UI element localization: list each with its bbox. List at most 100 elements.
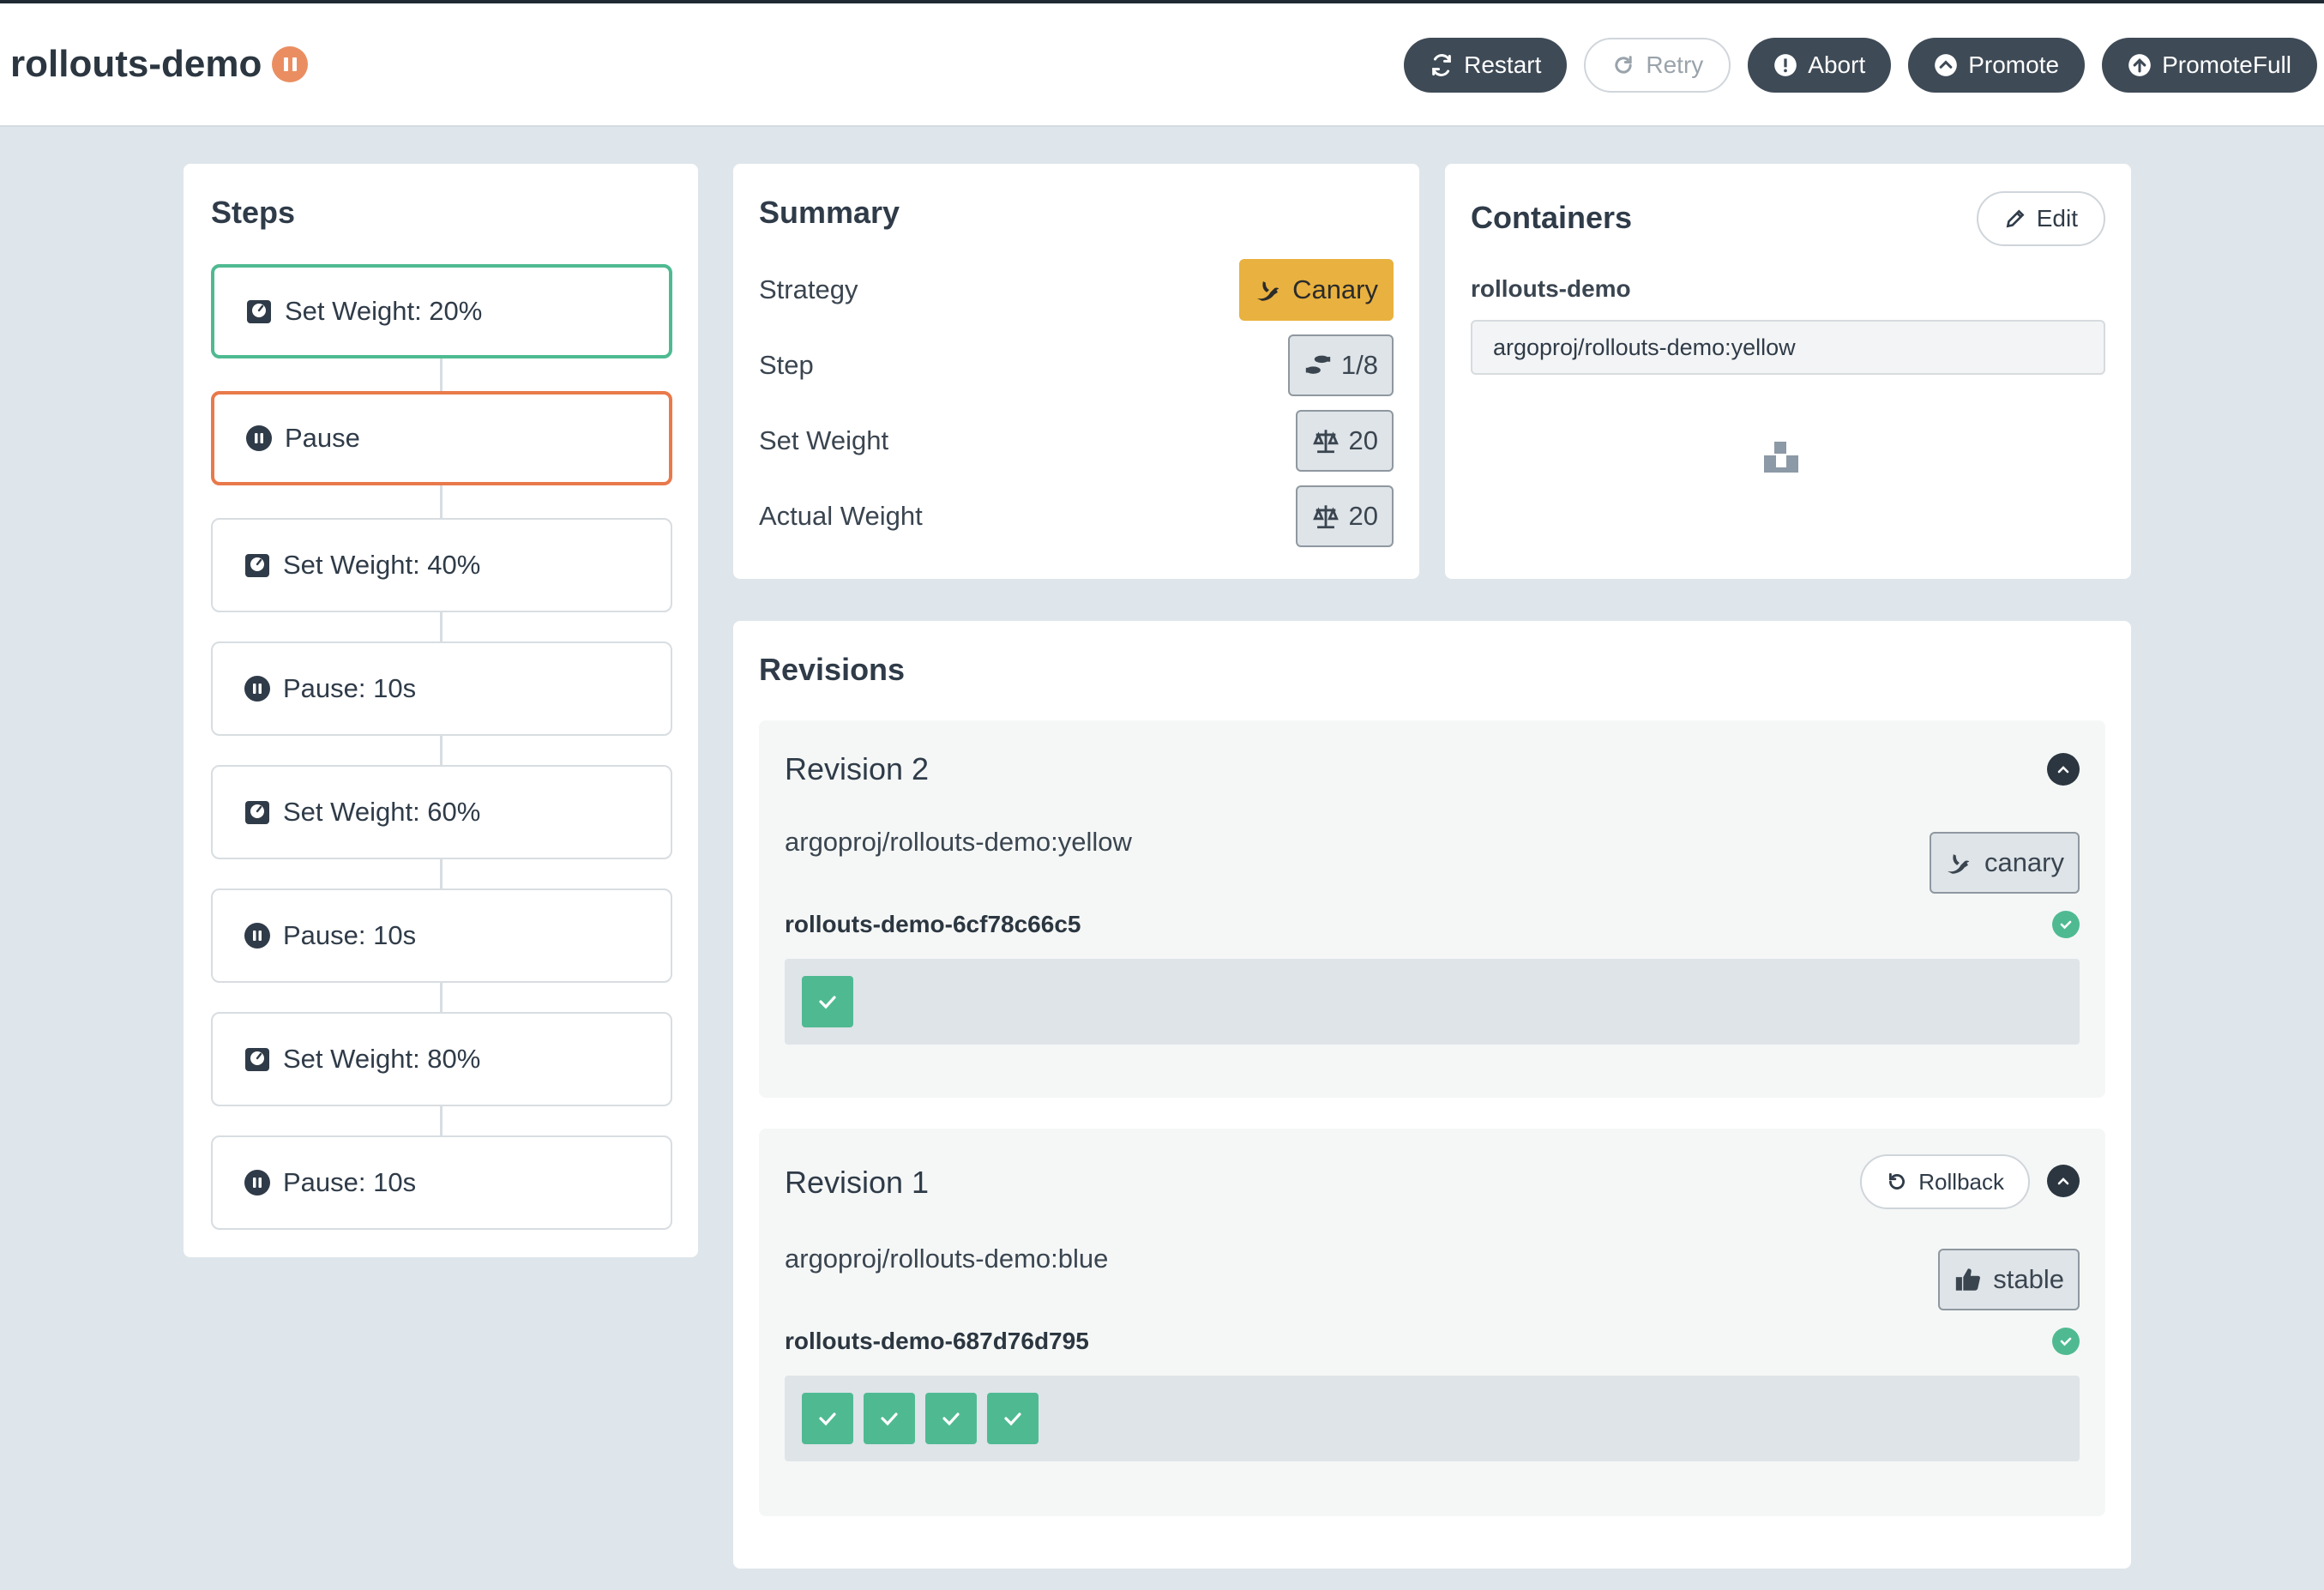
step-item[interactable]: Set Weight: 80% (211, 1012, 672, 1106)
thumbs-up-icon (1956, 1268, 1981, 1291)
strategy-row: Strategy Canary (759, 259, 1394, 321)
weight-icon (245, 801, 269, 824)
step-label: Set Weight: 60% (283, 797, 481, 827)
top-accent-line (0, 0, 2324, 3)
promote-full-button[interactable]: PromoteFull (2102, 38, 2317, 93)
set-weight-row: Set Weight 20 (759, 410, 1394, 472)
steps-title: Steps (211, 195, 296, 230)
page-header: rollouts-demo Restart Retry Abort (0, 3, 2324, 127)
abort-button[interactable]: Abort (1748, 38, 1892, 93)
balance-scale-icon (1312, 505, 1339, 529)
action-buttons: Restart Retry Abort Promote PromoteFull (1404, 38, 2317, 93)
summary-panel: Summary Strategy Canary Step 1/8 Set Wei… (733, 164, 1419, 579)
pod-healthy[interactable] (802, 976, 853, 1027)
summary-title: Summary (759, 195, 900, 230)
check-icon (819, 1412, 836, 1426)
step-connector (440, 859, 443, 888)
cubes-icon (1764, 442, 1798, 473)
revision-title: Revision 2 (785, 751, 930, 786)
rollout-title: rollouts-demo (10, 43, 262, 85)
promote-button[interactable]: Promote (1908, 38, 2086, 93)
rollback-label: Rollback (1918, 1168, 2004, 1195)
pod-healthy[interactable] (864, 1393, 915, 1444)
pod-healthy[interactable] (802, 1393, 853, 1444)
tag-label: stable (1993, 1264, 2064, 1294)
step-label: Pause: 10s (283, 920, 417, 950)
promote-full-label: PromoteFull (2162, 51, 2291, 78)
step-label: Set Weight: 80% (283, 1044, 481, 1074)
arrow-up-circle-icon (2128, 54, 2151, 76)
container-image-field[interactable]: argoproj/rollouts-demo:yellow (1471, 320, 2105, 375)
revision-card: Revision 1 Rollback argoproj/rollouts-de… (759, 1129, 2105, 1516)
revision-image: argoproj/rollouts-demo:blue (785, 1244, 1109, 1274)
weight-icon (247, 300, 271, 323)
step-row: Step 1/8 (759, 334, 1394, 396)
step-connector (440, 358, 443, 391)
step-label: Set Weight: 20% (285, 296, 483, 326)
stable-tag: stable (1938, 1249, 2080, 1310)
pods-bar (785, 1376, 2080, 1461)
revision-title: Revision 1 (785, 1165, 930, 1200)
step-badge: 1/8 (1287, 334, 1394, 396)
step-item[interactable]: Set Weight: 60% (211, 765, 672, 859)
dove-icon (1256, 281, 1279, 301)
restart-button[interactable]: Restart (1404, 38, 1568, 93)
chevron-up-icon (2057, 766, 2069, 774)
replicaset-name: rollouts-demo-6cf78c66c5 (785, 911, 1081, 937)
revisions-panel: Revisions Revision 2 argoproj/rollouts-d… (733, 621, 2131, 1569)
rollback-button[interactable]: Rollback (1860, 1154, 2030, 1209)
check-icon (1004, 1412, 1021, 1426)
pod-healthy[interactable] (925, 1393, 977, 1444)
revision-card: Revision 2 argoproj/rollouts-demo:yellow… (759, 720, 2105, 1098)
pause-circle-icon (246, 425, 272, 451)
step-item[interactable]: Pause (211, 391, 672, 485)
container-name: rollouts-demo (1471, 275, 1631, 302)
chevron-up-circle-icon (1935, 54, 1958, 76)
step-label: Pause: 10s (283, 1167, 417, 1197)
chevron-up-icon (2057, 1177, 2069, 1185)
steps-panel: Steps Set Weight: 20% Pause Set Weight: 40… (184, 164, 698, 1257)
step-label: Pause: 10s (283, 673, 417, 703)
exclamation-circle-icon (1774, 54, 1797, 76)
step-item[interactable]: Set Weight: 40% (211, 518, 672, 612)
step-item[interactable]: Pause: 10s (211, 1135, 672, 1230)
canary-tag: canary (1929, 832, 2080, 894)
step-item[interactable]: Pause: 10s (211, 888, 672, 983)
healthy-check-icon (2052, 911, 2080, 938)
actual-weight-label: Actual Weight (759, 501, 923, 531)
strategy-label: Strategy (759, 274, 858, 304)
step-connector (440, 1106, 443, 1135)
shoe-prints-icon (1305, 355, 1331, 374)
step-connector (440, 485, 443, 518)
edit-button[interactable]: Edit (1976, 191, 2105, 246)
strategy-badge: Canary (1239, 259, 1394, 321)
step-connector (440, 736, 443, 765)
actual-weight-badge: 20 (1295, 485, 1394, 547)
actual-weight-row: Actual Weight 20 (759, 485, 1394, 547)
healthy-check-icon (2052, 1328, 2080, 1355)
set-weight-badge: 20 (1295, 410, 1394, 472)
pause-circle-icon (244, 923, 270, 949)
tag-label: canary (1984, 847, 2064, 877)
step-item[interactable]: Pause: 10s (211, 641, 672, 736)
abort-label: Abort (1808, 51, 1866, 78)
weight-icon (245, 1048, 269, 1071)
pod-healthy[interactable] (987, 1393, 1039, 1444)
restart-label: Restart (1464, 51, 1542, 78)
edit-label: Edit (2036, 205, 2078, 232)
replicaset-name: rollouts-demo-687d76d795 (785, 1328, 1089, 1354)
revision-image: argoproj/rollouts-demo:yellow (785, 827, 1132, 857)
weight-icon (245, 554, 269, 577)
retry-button[interactable]: Retry (1584, 38, 1731, 93)
check-icon (819, 996, 836, 1009)
sync-icon (1432, 54, 1451, 76)
pause-circle-icon (272, 46, 309, 82)
containers-title: Containers (1471, 200, 1633, 235)
step-label: Pause (285, 423, 360, 453)
step-item[interactable]: Set Weight: 20% (211, 264, 672, 358)
collapse-toggle[interactable] (2047, 753, 2080, 786)
undo-icon (1889, 1172, 1906, 1189)
strategy-value: Canary (1292, 274, 1378, 304)
set-weight-value: 20 (1348, 425, 1378, 455)
collapse-toggle[interactable] (2047, 1165, 2080, 1197)
